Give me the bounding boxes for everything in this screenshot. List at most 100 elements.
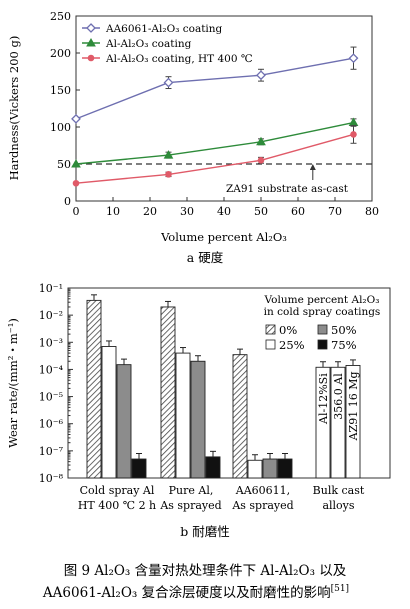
hardness-series bbox=[71, 46, 359, 187]
series-line bbox=[75, 133, 354, 184]
wear-y-tick-label: 10⁻³ bbox=[39, 336, 63, 349]
wear-bar bbox=[86, 299, 102, 479]
diamond-point bbox=[163, 77, 174, 88]
wear-bar bbox=[190, 360, 206, 479]
triangle-point bbox=[163, 150, 174, 159]
hardness-x-tick-label: 20 bbox=[143, 205, 157, 218]
wear-group-labels: Cold spray Al HT 400 ℃ 2 h Pure Al, As spra… bbox=[78, 484, 365, 512]
legend-swatch-black bbox=[317, 339, 328, 350]
wear-group-4: Al-12%Si 356.0 Al AZ91 16 Mg bbox=[315, 359, 361, 479]
diamond-point bbox=[348, 53, 359, 64]
wear-group-label: As sprayed bbox=[159, 499, 221, 512]
hardness-legend: AA6061-Al₂O₃ coating Al-Al₂O₃ coating Al-A… bbox=[82, 23, 253, 65]
wear-group-label: AA60611, bbox=[235, 484, 290, 497]
legend-swatch-white bbox=[265, 339, 276, 350]
diamond-point bbox=[71, 113, 81, 124]
wear-legend-label: 0% bbox=[279, 323, 297, 337]
hardness-x-tick-label: 30 bbox=[180, 205, 194, 218]
bulk-alloy-label: Al-12%Si bbox=[317, 373, 330, 425]
wear-bar bbox=[116, 364, 132, 479]
figure-caption: 图 9 Al₂O₃ 含量对热处理条件下 Al-Al₂O₃ 以及 AA6061-A… bbox=[42, 562, 349, 601]
diamond-point bbox=[256, 70, 266, 81]
hardness-y-tick-label: 250 bbox=[50, 10, 71, 23]
hardness-chart: 0 50 100 150 200 250 0 10 20 30 40 50 60 70 80 ZA91 s… bbox=[7, 10, 379, 265]
wear-y-tick-label: 10⁻⁴ bbox=[39, 363, 64, 376]
wear-bar bbox=[175, 352, 191, 479]
wear-chart: 10⁻⁸ 10⁻⁷ 10⁻⁶ 10⁻⁵ 10⁻⁴ 10⁻³ 10⁻² 10⁻¹ Al-12%S… bbox=[6, 282, 391, 539]
hardness-x-ticks: 0 10 20 30 40 50 60 70 80 bbox=[73, 197, 379, 218]
substrate-label: ZA91 substrate as-cast bbox=[226, 183, 349, 195]
legend-label: Al-Al₂O₃ coating, HT 400 ℃ bbox=[105, 53, 253, 65]
series-1 bbox=[71, 46, 359, 124]
wear-legend-label: 25% bbox=[279, 338, 305, 352]
wear-group-label: alloys bbox=[322, 499, 354, 512]
hardness-y-ticks: 0 50 100 150 200 250 bbox=[50, 10, 80, 208]
wear-group-1 bbox=[86, 294, 147, 479]
legend-swatch-gray bbox=[317, 324, 328, 335]
series-line bbox=[75, 121, 354, 165]
hardness-x-tick-label: 50 bbox=[254, 205, 268, 218]
bulk-alloy-label: AZ91 16 Mg bbox=[347, 371, 360, 441]
triangle-point bbox=[348, 117, 359, 127]
hardness-x-tick-label: 10 bbox=[106, 205, 120, 218]
figure-caption-text: AA6061-Al₂O₃ 复合涂层硬度以及耐磨性的影响 bbox=[42, 584, 331, 601]
wear-bars: Al-12%Si 356.0 Al AZ91 16 Mg bbox=[86, 294, 361, 479]
hardness-x-tick-label: 0 bbox=[73, 205, 80, 218]
legend-label: Al-Al₂O₃ coating bbox=[105, 38, 192, 50]
wear-group-label: Bulk cast bbox=[313, 484, 365, 497]
wear-y-axis-label: Wear rate/(mm²・m⁻¹) bbox=[6, 318, 20, 448]
circle-point bbox=[165, 171, 172, 178]
diamond-point bbox=[86, 23, 96, 33]
hardness-y-tick-label: 100 bbox=[50, 121, 71, 134]
wear-y-tick-label: 10⁻¹ bbox=[39, 282, 63, 295]
wear-y-tick-label: 10⁻² bbox=[39, 309, 63, 322]
hardness-y-tick-label: 50 bbox=[57, 158, 71, 171]
subcaption-b: b 耐磨性 bbox=[180, 524, 229, 539]
series-3 bbox=[72, 125, 357, 187]
wear-group-label: HT 400 ℃ 2 h bbox=[78, 499, 156, 512]
circle-point bbox=[72, 179, 80, 187]
wear-bar bbox=[131, 458, 147, 479]
hardness-x-tick-label: 40 bbox=[217, 205, 231, 218]
wear-y-tick-label: 10⁻⁷ bbox=[39, 445, 64, 458]
legend-swatch-hatch bbox=[265, 324, 276, 335]
wear-bar bbox=[205, 456, 221, 479]
wear-y-tick-label: 10⁻⁸ bbox=[39, 472, 64, 485]
hardness-x-axis-label: Volume percent Al₂O₃ bbox=[160, 230, 287, 244]
substrate-reference-line: ZA91 substrate as-cast bbox=[76, 163, 372, 195]
figure-caption-line-2: AA6061-Al₂O₃ 复合涂层硬度以及耐磨性的影响[51] bbox=[42, 584, 349, 601]
wear-bar bbox=[247, 459, 263, 479]
wear-legend-label: 50% bbox=[331, 323, 357, 337]
wear-plot-frame bbox=[67, 287, 391, 479]
wear-y-tick-label: 10⁻⁵ bbox=[39, 391, 63, 404]
triangle-point bbox=[256, 136, 266, 146]
circle-point bbox=[257, 157, 265, 164]
wear-group-2 bbox=[160, 300, 221, 479]
wear-legend-title: Volume percent Al₂O₃ bbox=[264, 294, 380, 306]
wear-group-label: As sprayed bbox=[231, 499, 293, 512]
circle-point bbox=[350, 131, 357, 138]
figure-caption-line-1: 图 9 Al₂O₃ 含量对热处理条件下 Al-Al₂O₃ 以及 bbox=[64, 562, 347, 579]
hardness-y-tick-label: 200 bbox=[50, 47, 71, 60]
wear-y-ticks: 10⁻⁸ 10⁻⁷ 10⁻⁶ 10⁻⁵ 10⁻⁴ 10⁻³ 10⁻² 10⁻¹ bbox=[39, 282, 73, 485]
legend-label: AA6061-Al₂O₃ coating bbox=[105, 23, 223, 35]
hardness-x-tick-label: 60 bbox=[291, 205, 305, 218]
figure-caption-reference: [51] bbox=[331, 584, 349, 594]
triangle-point bbox=[71, 158, 81, 168]
wear-y-tick-label: 10⁻⁶ bbox=[39, 418, 64, 431]
series-line bbox=[75, 57, 354, 120]
triangle-point bbox=[86, 37, 96, 47]
wear-group-3 bbox=[232, 348, 293, 479]
wear-bar bbox=[277, 458, 293, 479]
wear-group-label: Cold spray Al bbox=[80, 484, 155, 497]
circle-point bbox=[87, 54, 95, 62]
hardness-y-tick-label: 150 bbox=[50, 84, 71, 97]
hardness-y-tick-label: 0 bbox=[64, 195, 71, 208]
wear-legend-subtitle: in cold spray coatings bbox=[264, 306, 381, 318]
wear-bar bbox=[232, 354, 248, 479]
bulk-alloy-label: 356.0 Al bbox=[332, 373, 345, 420]
wear-bar bbox=[262, 458, 278, 479]
wear-bar bbox=[160, 306, 176, 479]
